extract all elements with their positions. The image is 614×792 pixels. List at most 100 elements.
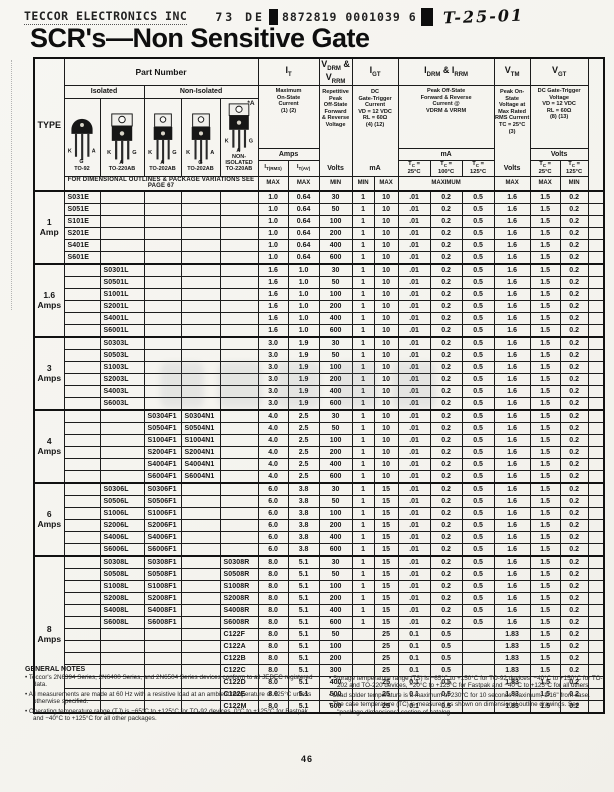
part-number-cell bbox=[219, 276, 259, 290]
idrm-tc25-subheader: TC = 25°C bbox=[397, 159, 431, 177]
part-number-cell bbox=[63, 349, 101, 363]
value-cell: 0.5 bbox=[461, 580, 495, 594]
value-cell: 10 bbox=[373, 312, 399, 326]
value-cell: 1.5 bbox=[529, 397, 561, 411]
blank-cell bbox=[587, 263, 605, 278]
value-cell: 1.9 bbox=[287, 385, 320, 399]
value-cell: 0.2 bbox=[429, 373, 463, 387]
isolated-header: Isolated bbox=[63, 84, 145, 99]
value-cell: 0.2 bbox=[559, 422, 589, 436]
value-cell: .01 bbox=[397, 300, 431, 314]
part-number-cell bbox=[63, 409, 101, 424]
value-cell: 0.2 bbox=[559, 385, 589, 399]
idrm-unit: mA bbox=[399, 148, 494, 159]
value-cell: 400 bbox=[318, 385, 353, 399]
table-row: S2003L 3.0 1.9 200 1 10.01 0.2 0.5 1.6 1.5 0.2 bbox=[34, 373, 605, 387]
value-cell: 10 bbox=[373, 458, 399, 472]
value-cell: 6.0 bbox=[257, 495, 289, 509]
table-row: 8 Amps S0308L S0308F1 S0308R 8.0 5.1 30 1 15.01 0… bbox=[33, 555, 605, 714]
part-number-cell bbox=[143, 640, 182, 654]
value-cell: 0.5 bbox=[461, 543, 495, 557]
part-number-cell bbox=[219, 543, 259, 557]
part-number-cell: S2006L bbox=[99, 519, 145, 533]
scan-edge-line bbox=[11, 60, 12, 310]
part-number-cell bbox=[63, 458, 101, 472]
part-number-cell: S6003L bbox=[99, 397, 145, 411]
value-cell: 1.6 bbox=[493, 276, 531, 290]
part-number-cell bbox=[180, 555, 221, 570]
value-cell: 1 bbox=[351, 422, 375, 436]
value-cell: 1.5 bbox=[529, 495, 561, 509]
part-number-cell bbox=[63, 300, 101, 314]
value-cell: .01 bbox=[397, 336, 431, 351]
part-number-cell bbox=[63, 470, 101, 484]
value-cell: 1.5 bbox=[529, 543, 561, 557]
svg-text:K: K bbox=[107, 150, 111, 156]
value-cell: 1.5 bbox=[529, 312, 561, 326]
value-cell: 50 bbox=[318, 203, 353, 217]
value-cell: 6.0 bbox=[257, 482, 289, 497]
value-cell: 0.2 bbox=[559, 227, 589, 241]
value-cell: 1.5 bbox=[529, 616, 561, 630]
value-cell: 1.6 bbox=[493, 507, 531, 521]
value-cell: 600 bbox=[318, 470, 353, 484]
part-number-cell bbox=[63, 482, 101, 497]
value-cell: 1.83 bbox=[493, 628, 531, 642]
part-number-cell bbox=[99, 652, 145, 666]
blank-cell bbox=[587, 592, 605, 606]
type-group-label: 3 Amps bbox=[33, 336, 65, 411]
value-cell: 0.2 bbox=[429, 409, 463, 424]
part-number-cell: C122F bbox=[219, 628, 259, 642]
spec-table: TYPE Part Number IT VDRM & VRRM IGT IDRM… bbox=[33, 57, 606, 715]
part-number-cell: S0304N1 bbox=[180, 409, 221, 424]
value-cell: 0.5 bbox=[461, 592, 495, 606]
table-row: C122F 8.0 5.1 50 25 0.1 0.5 1.83 1.5 0.2 bbox=[34, 628, 605, 642]
value-cell bbox=[461, 628, 495, 642]
part-number-cell: S2003L bbox=[99, 373, 145, 387]
value-cell: 5.1 bbox=[287, 592, 320, 606]
blank-cell bbox=[587, 385, 605, 399]
value-cell: 0.2 bbox=[559, 361, 589, 375]
table-row: S2004F1 S2004N1 4.0 2.5 200 1 10.01 0.2 0.5 1.6 1.… bbox=[34, 446, 605, 460]
value-cell: 1 bbox=[351, 616, 375, 630]
part-number-cell bbox=[180, 640, 221, 654]
svg-text:K: K bbox=[225, 138, 229, 144]
value-cell: .01 bbox=[397, 276, 431, 290]
value-cell: 1.6 bbox=[493, 422, 531, 436]
package-cell-nonisolated-to220ab: *A K A G bbox=[219, 97, 259, 177]
package-cell-to202ab-a: K A G TO-202AB bbox=[143, 97, 182, 177]
value-cell: 1 bbox=[351, 482, 375, 497]
part-number-cell: C122A bbox=[219, 640, 259, 654]
page-number: 46 bbox=[300, 754, 313, 764]
value-cell: 1.5 bbox=[529, 531, 561, 545]
value-cell: 1.5 bbox=[529, 227, 561, 241]
value-cell: 0.2 bbox=[429, 190, 463, 205]
value-cell: 0.2 bbox=[429, 349, 463, 363]
value-cell: .01 bbox=[397, 288, 431, 302]
part-number-cell bbox=[180, 263, 221, 278]
part-number-cell bbox=[143, 324, 182, 338]
value-cell: 3.0 bbox=[257, 336, 289, 351]
value-cell: 1 bbox=[351, 203, 375, 217]
value-cell: 1 bbox=[351, 519, 375, 533]
value-cell: .01 bbox=[397, 227, 431, 241]
table-row: S0504F1 S0504N1 4.0 2.5 50 1 10.01 0.2 0.5 1.6 1.5… bbox=[34, 422, 605, 436]
value-cell: 0.2 bbox=[559, 652, 589, 666]
value-cell: 0.2 bbox=[559, 604, 589, 618]
part-number-cell bbox=[180, 568, 221, 582]
value-cell: 0.2 bbox=[429, 324, 463, 338]
value-cell: 30 bbox=[318, 263, 353, 278]
part-number-cell bbox=[219, 349, 259, 363]
value-cell: 0.5 bbox=[461, 276, 495, 290]
part-number-cell bbox=[63, 495, 101, 509]
table-row: S6008L S6008F1 S6008R 8.0 5.1 600 1 15.01 0.2 0.5… bbox=[34, 616, 605, 630]
value-cell: 1.6 bbox=[493, 190, 531, 205]
value-cell: 15 bbox=[373, 555, 399, 570]
table-row: S601E 1.0 0.64 600 1 10.01 0.2 0.5 1.6 1.5 0.2 bbox=[34, 251, 605, 265]
value-cell: 600 bbox=[318, 397, 353, 411]
part-number-cell bbox=[180, 361, 221, 375]
value-cell: 5.1 bbox=[287, 616, 320, 630]
part-number-cell bbox=[99, 470, 145, 484]
value-cell: 600 bbox=[318, 251, 353, 265]
part-number-cell bbox=[219, 422, 259, 436]
